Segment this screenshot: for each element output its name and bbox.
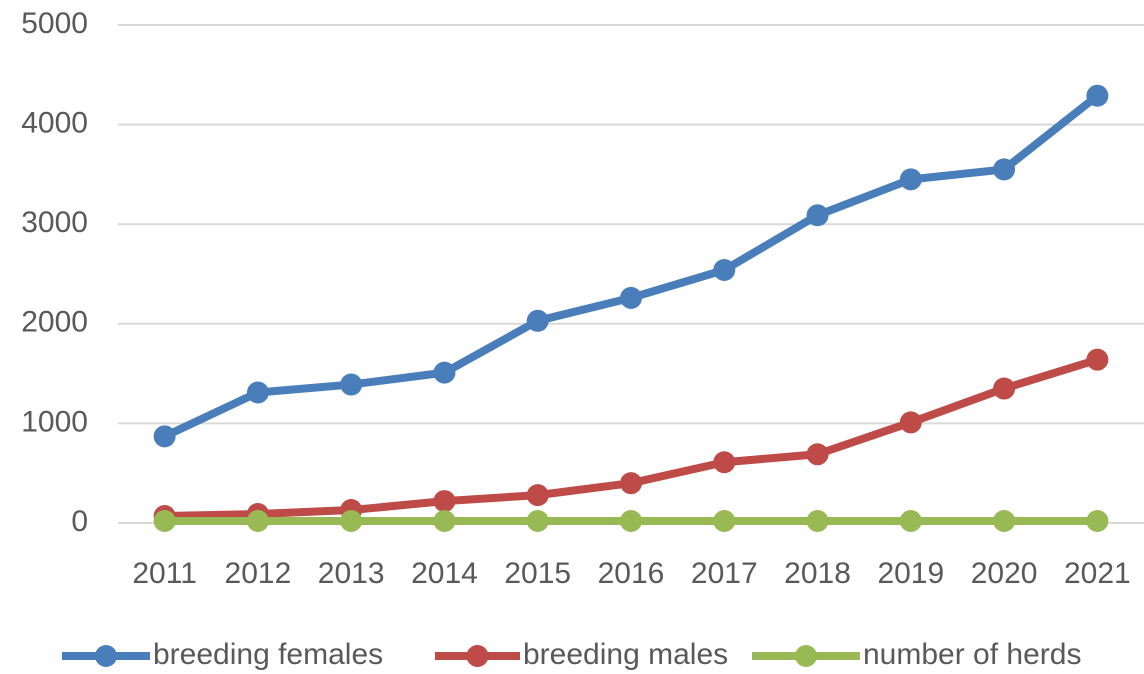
data-point xyxy=(433,490,456,513)
y-tick-label: 2000 xyxy=(21,306,88,339)
data-point xyxy=(153,425,176,448)
data-point xyxy=(526,484,549,507)
x-tick-label: 2013 xyxy=(318,557,385,590)
data-point xyxy=(526,309,549,332)
x-tick-label: 2016 xyxy=(598,557,665,590)
data-point xyxy=(433,361,456,384)
data-point xyxy=(340,510,363,533)
x-tick-label: 2015 xyxy=(504,557,571,590)
data-point xyxy=(713,510,736,533)
data-point xyxy=(806,204,829,227)
data-point xyxy=(899,510,922,533)
y-tick-label: 1000 xyxy=(21,405,88,438)
data-point xyxy=(1086,510,1109,533)
x-tick-label: 2020 xyxy=(971,557,1038,590)
data-point xyxy=(993,510,1016,533)
data-point xyxy=(993,158,1016,181)
y-tick-label: 4000 xyxy=(21,107,88,140)
data-point xyxy=(620,286,642,309)
series-line xyxy=(162,92,1100,440)
legend-marker xyxy=(466,645,489,667)
data-point xyxy=(899,411,922,434)
data-point xyxy=(433,510,456,533)
x-tick-label: 2012 xyxy=(225,557,292,590)
x-tick-label: 2019 xyxy=(877,557,944,590)
data-point xyxy=(340,373,363,396)
data-point xyxy=(526,510,549,533)
legend-marker xyxy=(95,645,117,667)
x-tick-label: 2011 xyxy=(132,557,197,590)
data-point xyxy=(806,510,829,533)
data-point xyxy=(993,377,1016,400)
data-point xyxy=(806,443,829,466)
legend-label: number of herds xyxy=(863,638,1081,671)
y-tick-label: 3000 xyxy=(21,206,88,239)
x-tick-label: 2014 xyxy=(411,557,478,590)
data-point xyxy=(620,510,642,533)
data-point xyxy=(713,451,736,474)
legend-marker xyxy=(795,645,817,667)
data-point xyxy=(1086,84,1109,107)
y-tick-label: 5000 xyxy=(21,7,88,40)
x-tick-label: 2017 xyxy=(691,557,758,590)
data-point xyxy=(246,381,269,404)
data-point xyxy=(1086,348,1109,371)
data-point xyxy=(713,259,736,282)
y-tick-label: 0 xyxy=(71,505,88,538)
data-point xyxy=(153,510,176,533)
legend-label: breeding males xyxy=(523,638,728,671)
data-point xyxy=(899,168,922,191)
data-point xyxy=(620,472,642,495)
x-tick-label: 2021 xyxy=(1064,557,1131,590)
data-point xyxy=(246,510,269,533)
x-tick-label: 2018 xyxy=(784,557,851,590)
legend-label: breeding females xyxy=(153,638,383,671)
